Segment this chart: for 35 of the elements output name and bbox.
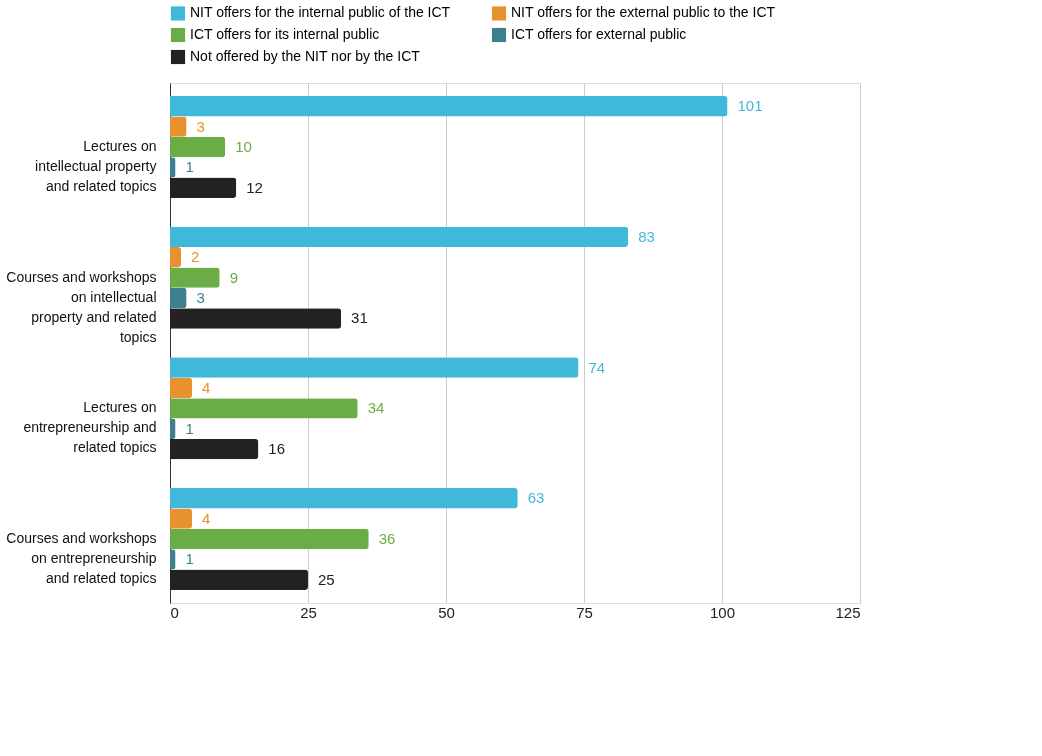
data-label: 83 [638, 227, 655, 245]
data-label: 4 [202, 509, 211, 527]
data-label: 1 [185, 550, 194, 568]
x-tick-label: 50 [438, 603, 455, 621]
x-tick-label: 100 [709, 603, 736, 621]
legend-label: ICT offers for external public [511, 26, 687, 42]
data-label: 4 [202, 378, 211, 396]
data-label: 34 [367, 399, 385, 417]
data-label: 36 [378, 529, 396, 547]
data-label: 16 [268, 440, 286, 458]
legend-label: Not offered by the NIT nor by the ICT [190, 48, 421, 64]
legend-label: ICT offers for its internal public [190, 26, 380, 42]
data-label: 10 [235, 138, 252, 156]
data-label: 3 [196, 289, 205, 307]
y-tick-label: Courses and workshops on intellectual property and related topics [6, 268, 157, 345]
x-tick-label: 75 [576, 603, 593, 621]
data-label: 3 [196, 117, 205, 135]
data-label: 31 [351, 309, 368, 327]
data-label: 2 [191, 248, 200, 266]
data-label: 74 [588, 358, 606, 376]
legend-label: NIT offers for the external public to the ICT [511, 4, 776, 21]
x-tick-label: 125 [835, 603, 861, 621]
data-label: 101 [737, 97, 763, 115]
x-tick-label: 25 [300, 603, 317, 621]
y-tick-label: Courses and workshops on entrepreneurship and related topics [6, 529, 157, 586]
data-label: 1 [185, 419, 194, 437]
data-label: 9 [229, 268, 239, 286]
data-label: 63 [527, 489, 545, 507]
legend-label: NIT offers for the internal public of the ICT [190, 4, 451, 21]
data-label: 25 [318, 570, 335, 588]
data-label: 1 [185, 158, 194, 176]
x-tick-label: 0 [170, 603, 179, 621]
y-tick-label: Lectures on entrepreneurship and related topics [23, 399, 157, 456]
y-tick-label: Lectures on intellectual property and related topics [35, 138, 157, 195]
data-label: 12 [246, 178, 263, 196]
